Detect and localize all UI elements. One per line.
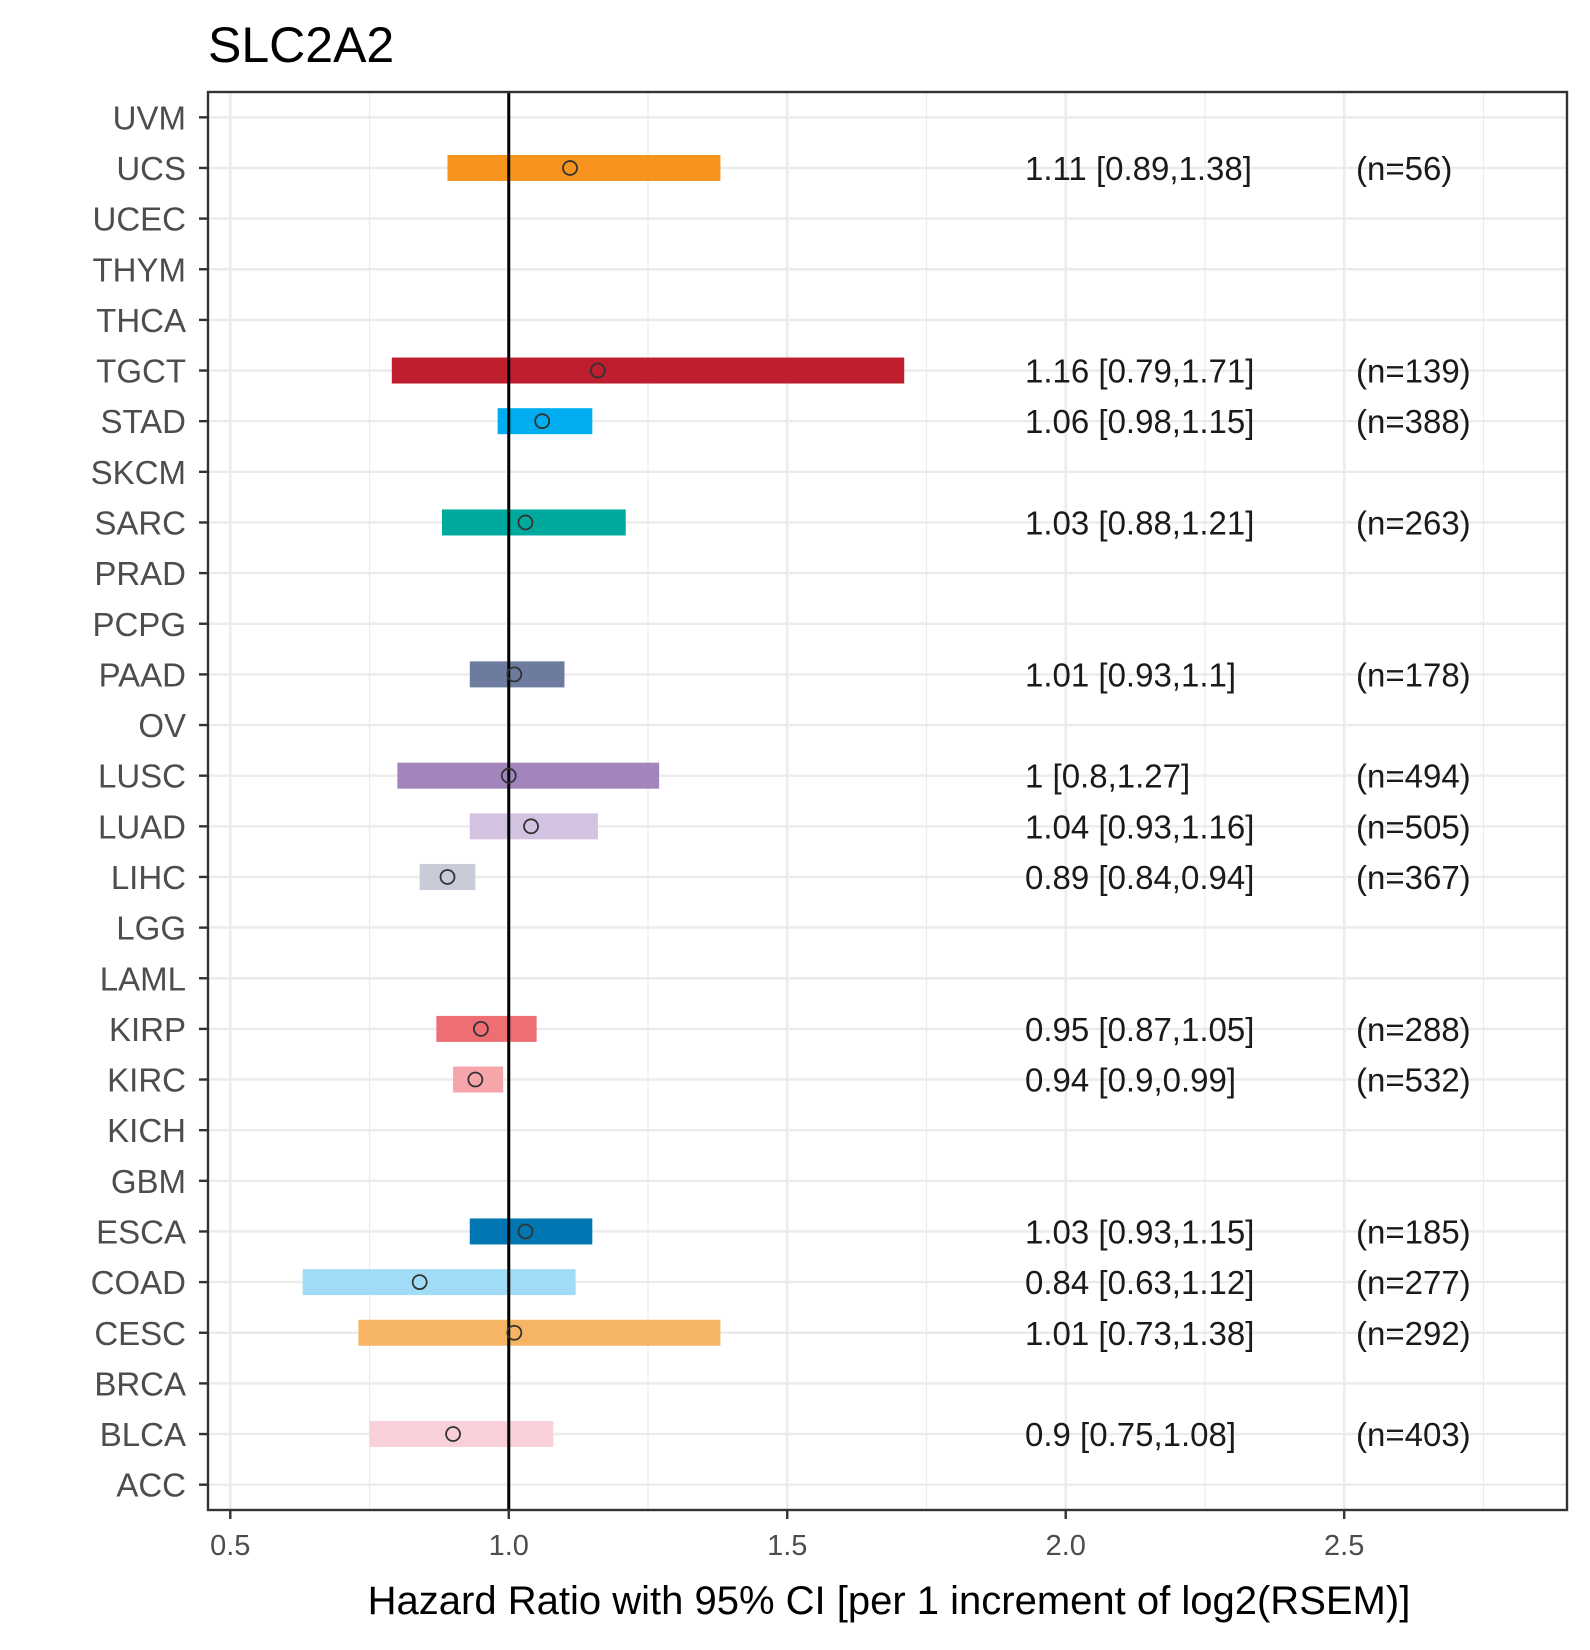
hr-ci-label-cesc: 1.01 [0.73,1.38] xyxy=(1025,1315,1254,1352)
hr-point-kirp xyxy=(473,1020,489,1037)
y-tick-label-ov: OV xyxy=(138,707,186,744)
n-label-esca: (n=185) xyxy=(1356,1213,1471,1250)
ci-bars xyxy=(302,154,905,1448)
x-axis: 0.5 1.0 1.5 2.0 2.5 xyxy=(210,1510,1364,1562)
x-tick-label: 2.0 xyxy=(1046,1530,1086,1562)
n-label-kirc: (n=532) xyxy=(1356,1062,1471,1099)
hr-ci-label-tgct: 1.16 [0.79,1.71] xyxy=(1025,353,1254,390)
hr-point-tgct xyxy=(589,362,606,379)
y-tick-label-brca: BRCA xyxy=(94,1365,186,1402)
chart-title: SLC2A2 xyxy=(208,17,394,73)
y-tick-label-kirp: KIRP xyxy=(109,1011,186,1048)
y-tick-label-skcm: SKCM xyxy=(91,454,186,491)
annotations: 1.11 [0.89,1.38] (n=56) 1.16 [0.79,1.71] (n… xyxy=(1025,150,1471,1453)
y-tick-label-lusc: LUSC xyxy=(98,758,186,795)
y-tick-label-gbm: GBM xyxy=(111,1163,186,1200)
y-tick-label-thca: THCA xyxy=(96,302,186,339)
hr-ci-label-sarc: 1.03 [0.88,1.21] xyxy=(1025,504,1254,541)
hr-point-kirc xyxy=(467,1071,484,1088)
hr-point-cesc xyxy=(506,1324,523,1341)
y-tick-label-paad: PAAD xyxy=(99,656,186,693)
y-tick-label-cesc: CESC xyxy=(94,1315,186,1352)
ci-bar-kirc xyxy=(453,1066,504,1093)
hr-ci-label-lihc: 0.89 [0.84,0.94] xyxy=(1025,859,1254,896)
y-tick-label-kirc: KIRC xyxy=(107,1062,186,1099)
hr-points xyxy=(411,160,606,1442)
y-tick-label-luad: LUAD xyxy=(98,808,186,845)
ci-bar-lihc xyxy=(419,863,476,890)
hr-ci-label-kirc: 0.94 [0.9,0.99] xyxy=(1025,1062,1236,1099)
y-tick-label-coad: COAD xyxy=(91,1264,186,1301)
ci-bar-luad xyxy=(469,813,598,840)
y-tick-label-lihc: LIHC xyxy=(111,859,186,896)
hr-point-ucs xyxy=(562,160,578,176)
y-tick-label-ucec: UCEC xyxy=(92,201,186,238)
panel-border xyxy=(206,90,1569,1512)
x-tick-label: 1.5 xyxy=(767,1530,807,1562)
hr-point-coad xyxy=(411,1274,428,1291)
hr-ci-label-luad: 1.04 [0.93,1.16] xyxy=(1025,808,1254,845)
hr-point-lihc xyxy=(439,869,456,885)
ci-bar-esca xyxy=(469,1218,593,1245)
n-label-blca: (n=403) xyxy=(1356,1416,1471,1453)
y-axis: UVM UCS UCEC THYM THCA TGCT STAD SKCM SARC PRAD PC… xyxy=(91,99,208,1504)
ci-bar-paad xyxy=(469,661,565,688)
ci-bar-blca xyxy=(369,1421,554,1448)
y-tick-label-tgct: TGCT xyxy=(96,353,186,390)
hr-point-lusc xyxy=(500,767,517,784)
y-tick-label-laml: LAML xyxy=(100,960,186,997)
n-label-luad: (n=505) xyxy=(1356,808,1471,845)
y-tick-label-prad: PRAD xyxy=(94,555,186,592)
n-label-sarc: (n=263) xyxy=(1356,504,1471,541)
y-tick-label-esca: ESCA xyxy=(96,1213,186,1250)
y-tick-label-acc: ACC xyxy=(116,1467,186,1504)
hr-point-luad xyxy=(523,818,539,835)
hr-ci-label-coad: 0.84 [0.63,1.12] xyxy=(1025,1264,1254,1301)
hr-ci-label-paad: 1.01 [0.93,1.1] xyxy=(1025,656,1236,693)
ci-bar-coad xyxy=(302,1269,576,1296)
n-label-lusc: (n=494) xyxy=(1356,758,1471,795)
y-tick-label-sarc: SARC xyxy=(94,504,186,541)
y-tick-label-lgg: LGG xyxy=(116,910,186,947)
y-tick-label-blca: BLCA xyxy=(100,1416,186,1453)
hr-ci-label-kirp: 0.95 [0.87,1.05] xyxy=(1025,1011,1254,1048)
n-label-cesc: (n=292) xyxy=(1356,1315,1471,1352)
x-axis-title: Hazard Ratio with 95% CI [per 1 incremen… xyxy=(368,1579,1411,1623)
ci-bar-kirp xyxy=(436,1015,537,1042)
n-label-coad: (n=277) xyxy=(1356,1264,1471,1301)
x-tick-label: 1.0 xyxy=(489,1530,529,1562)
n-label-stad: (n=388) xyxy=(1356,403,1471,440)
y-tick-label-kich: KICH xyxy=(107,1112,186,1149)
ci-bar-tgct xyxy=(391,357,905,384)
hr-point-paad xyxy=(506,666,523,683)
y-tick-label-uvm: UVM xyxy=(113,99,186,136)
hr-point-stad xyxy=(534,413,551,430)
ci-bar-cesc xyxy=(358,1319,721,1346)
hr-ci-label-lusc: 1 [0.8,1.27] xyxy=(1025,758,1190,795)
n-label-kirp: (n=288) xyxy=(1356,1011,1471,1048)
y-tick-label-thym: THYM xyxy=(93,251,187,288)
y-tick-label-ucs: UCS xyxy=(116,150,186,187)
y-tick-label-pcpg: PCPG xyxy=(92,606,186,643)
x-tick-label: 2.5 xyxy=(1324,1530,1364,1562)
n-label-ucs: (n=56) xyxy=(1356,150,1452,187)
ci-bar-sarc xyxy=(441,509,626,536)
hr-point-esca xyxy=(517,1223,534,1240)
ci-bar-stad xyxy=(497,408,593,435)
y-tick-label-stad: STAD xyxy=(100,403,186,440)
hr-ci-label-blca: 0.9 [0.75,1.08] xyxy=(1025,1416,1236,1453)
hr-point-sarc xyxy=(517,514,534,531)
n-label-paad: (n=178) xyxy=(1356,656,1471,693)
ci-bar-lusc xyxy=(397,762,660,789)
hr-point-blca xyxy=(445,1426,461,1442)
hr-ci-label-ucs: 1.11 [0.89,1.38] xyxy=(1025,150,1252,187)
hr-ci-label-stad: 1.06 [0.98,1.15] xyxy=(1025,403,1254,440)
hr-ci-label-esca: 1.03 [0.93,1.15] xyxy=(1025,1213,1254,1250)
ci-bar-ucs xyxy=(447,154,721,181)
n-label-lihc: (n=367) xyxy=(1356,859,1471,896)
x-tick-label: 0.5 xyxy=(210,1530,250,1562)
n-label-tgct: (n=139) xyxy=(1356,353,1471,390)
